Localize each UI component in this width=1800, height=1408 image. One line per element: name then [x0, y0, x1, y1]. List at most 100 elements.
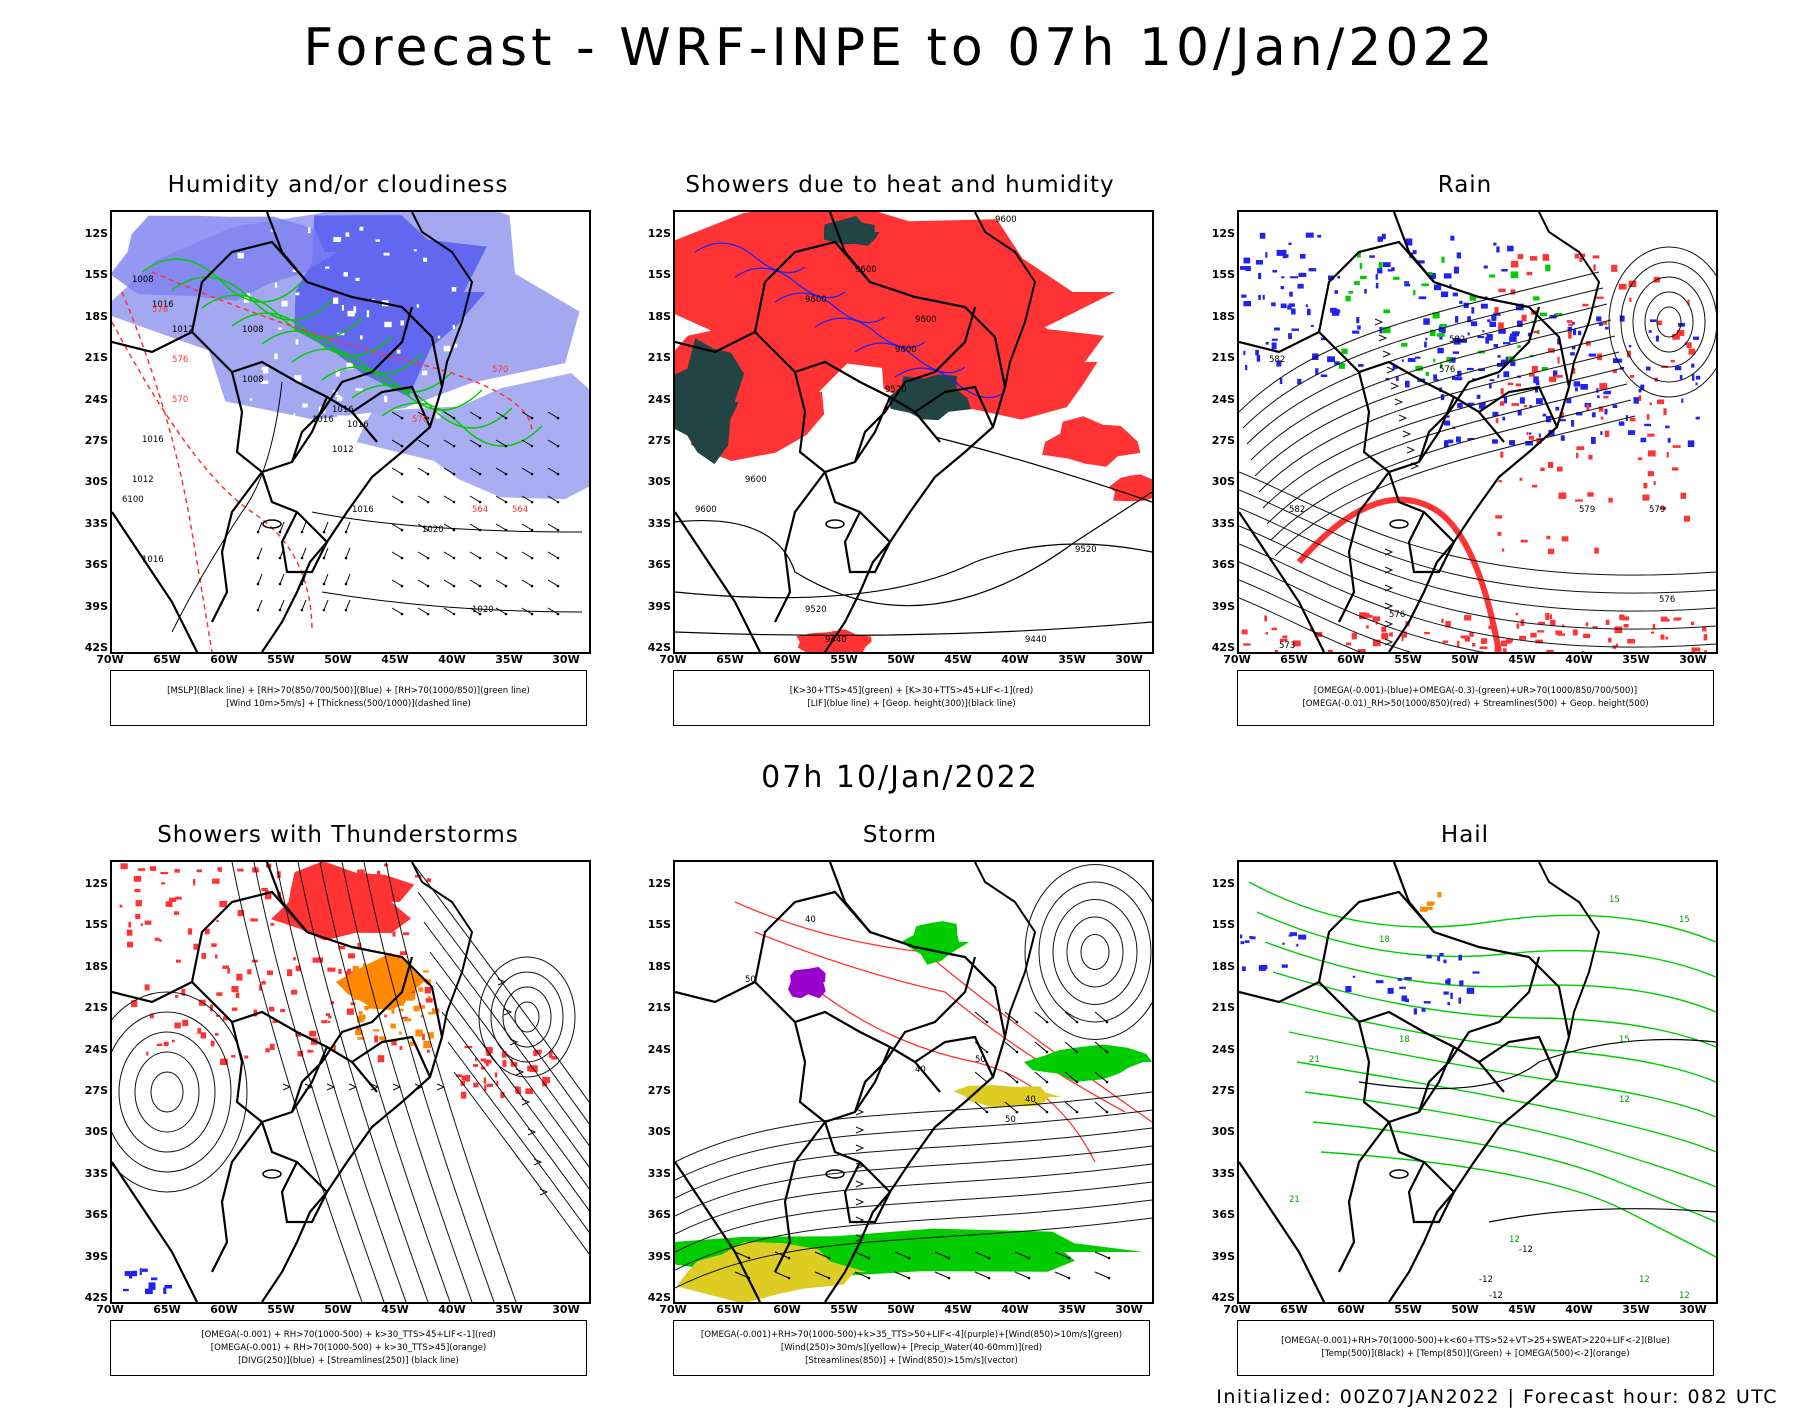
omega-blue-area [1255, 349, 1259, 356]
weather-map: 1008 1016 1012 1008 1008 1016 1016 1012 1016 1012… [110, 210, 591, 654]
hail-blue-area [1458, 954, 1462, 961]
rh-red-area [1498, 322, 1504, 330]
wind-vector [974, 1011, 988, 1023]
panel-title: Hail [1440, 822, 1490, 848]
latitude-tick-label: 42S [647, 1291, 671, 1304]
thunder-red-area [128, 921, 131, 928]
omega-blue-area [1288, 242, 1292, 246]
cloud-gap [437, 335, 441, 339]
thunder-orange-area [379, 1036, 387, 1041]
rh-red-area [1511, 403, 1520, 406]
thunder-red-area [391, 1039, 397, 1046]
wind-vector [547, 467, 559, 475]
wind-vector [495, 551, 507, 559]
streamline [1239, 471, 1716, 576]
omega-blue-area [1598, 323, 1603, 326]
wind-vector [1014, 1271, 1030, 1279]
cloud-gap [293, 413, 296, 418]
longitude-tick-label: 50W [887, 653, 915, 666]
rh-red-area [1500, 388, 1504, 395]
rh-red-area [1579, 257, 1583, 262]
omega-blue-area [1476, 394, 1481, 399]
rh-green-contour [201, 294, 363, 339]
streamline-arrow [1402, 430, 1412, 438]
latitude-tick-label: 30S [84, 1125, 108, 1139]
wind-vector-head [1067, 1256, 1071, 1260]
rh-red-area [1638, 395, 1642, 401]
thunder-red-area [525, 1088, 533, 1094]
wind-vector [1064, 1071, 1078, 1083]
omega-blue-area [1485, 336, 1489, 344]
streamline [1239, 597, 1362, 652]
thunder-red-area [149, 1013, 154, 1019]
omega-blue-area [1691, 374, 1695, 381]
wind-vector-head [256, 530, 260, 534]
thunder-red-area [424, 987, 432, 994]
thunder-red-area [135, 913, 141, 920]
streamline-arrow [1386, 366, 1396, 374]
latitude-tick-label: 12S [1211, 877, 1235, 890]
rh-red-area [1532, 484, 1538, 488]
thunder-red-area [307, 1049, 314, 1053]
rh-red-area [1629, 375, 1635, 378]
thunder-red-area [392, 931, 396, 937]
hail-blue-area [1296, 943, 1299, 947]
rh-red-area [1637, 457, 1643, 461]
rh-red-area [1516, 623, 1520, 629]
omega-blue-area [1265, 341, 1269, 345]
country-border [1338, 471, 1390, 623]
wind-vector-head [256, 608, 260, 612]
hail-blue-area [1352, 975, 1356, 978]
omega-blue-area [1407, 358, 1416, 362]
thunder-red-area [384, 863, 388, 867]
lif-blue-contour [894, 367, 1006, 399]
omega-blue-area [1243, 350, 1246, 356]
wind-vector [345, 599, 351, 611]
omega-blue-area [1328, 275, 1334, 281]
streamline [675, 1181, 1152, 1253]
wind-vector-head [556, 416, 560, 420]
wind-vector [547, 411, 559, 419]
latitude-tick-label: 27S [647, 434, 671, 447]
contour-label: 15 [1619, 1035, 1630, 1045]
thunder-red-area [291, 989, 298, 995]
longitude-tick-label: 65W [153, 653, 181, 666]
streamline [385, 862, 517, 1302]
thunder-red-area [338, 969, 342, 974]
omega-blue-area [1578, 330, 1582, 336]
rh-red-area [1647, 450, 1656, 457]
thunder-red-area [377, 1055, 385, 1063]
longitude-tick-label: 30W [1679, 1303, 1707, 1316]
wind-vector [734, 1251, 750, 1259]
temp850-green-contour [1264, 941, 1716, 1013]
omega-blue-area [1289, 291, 1293, 297]
rh-red-area [1576, 446, 1585, 450]
wind-vector [443, 467, 455, 475]
latitude-tick-label: 27S [647, 1084, 671, 1097]
wind-vector [1064, 1101, 1078, 1113]
contour-label: 570 [412, 415, 428, 425]
rh-red-area [1604, 430, 1610, 438]
omega-green-area [1555, 313, 1563, 316]
streamline-low [112, 1011, 232, 1173]
rh-red-area [1464, 636, 1470, 642]
contour-label: 1020 [472, 605, 494, 615]
longitude-tick-label: 35W [495, 653, 523, 666]
omega-blue-area [1571, 346, 1576, 350]
cloud-gap [423, 257, 428, 262]
thunder-red-area [461, 1075, 468, 1081]
omega-blue-area [1297, 378, 1302, 385]
contour-label: -12 [1489, 1291, 1503, 1301]
omega-blue-area [1291, 308, 1296, 315]
omega-blue-area [1493, 344, 1498, 348]
wind250-yellow-area [676, 1241, 867, 1302]
latitude-tick-label: 36S [1211, 1208, 1235, 1222]
rh-red-area [1703, 634, 1708, 641]
thunder-orange-area [403, 1018, 412, 1022]
cloud-gap [295, 292, 300, 296]
rh-red-area [1688, 348, 1696, 355]
latitude-tick-label: 27S [84, 1084, 108, 1097]
streamline [675, 1091, 1152, 1163]
rh-red-area [1460, 635, 1469, 639]
